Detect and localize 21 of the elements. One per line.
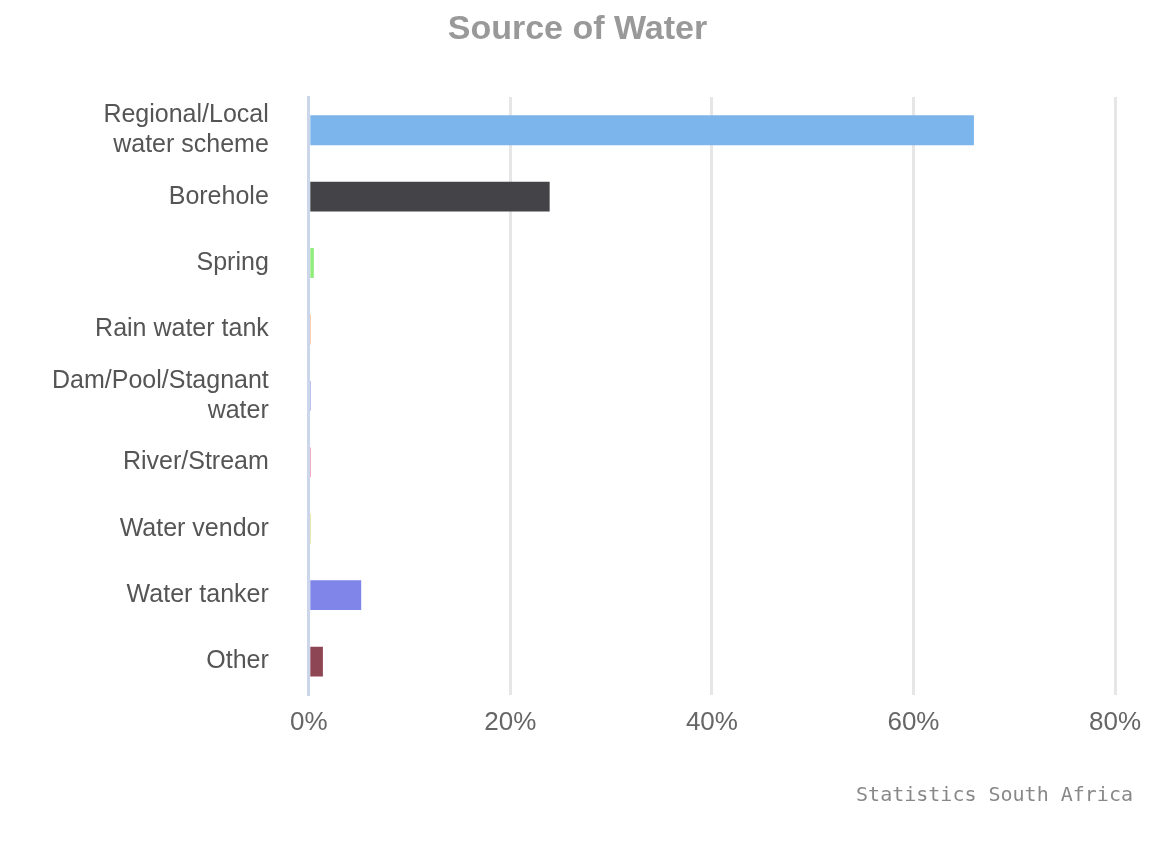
y-tick-label: Other [206,645,269,674]
y-tick-label: Borehole [168,180,269,209]
bar [310,248,314,278]
text: Statistics South Africa [856,782,1133,806]
bar [310,115,974,146]
bar [310,181,550,212]
x-tick-label: 60% [887,705,940,736]
y-tick-label: River/Stream [122,446,269,475]
bar [310,646,323,677]
bar [310,580,362,611]
x-tick-label: 80% [1088,705,1142,736]
x-tick-label: 20% [484,705,537,736]
y-tick-label: Dam/Pool/Stagnant water [52,364,269,423]
y-tick-label: Regional/Local water scheme [103,99,269,158]
y-tick-label: Water tanker [126,579,269,608]
chart-title: Source of Water [446,8,709,47]
x-tick-label: 40% [685,705,738,736]
y-tick-label: Rain water tank [95,313,270,342]
y-tick-label: Water vendor [119,512,269,541]
y-tick-label: Spring [196,246,269,275]
x-tick-label: 0% [290,705,328,736]
